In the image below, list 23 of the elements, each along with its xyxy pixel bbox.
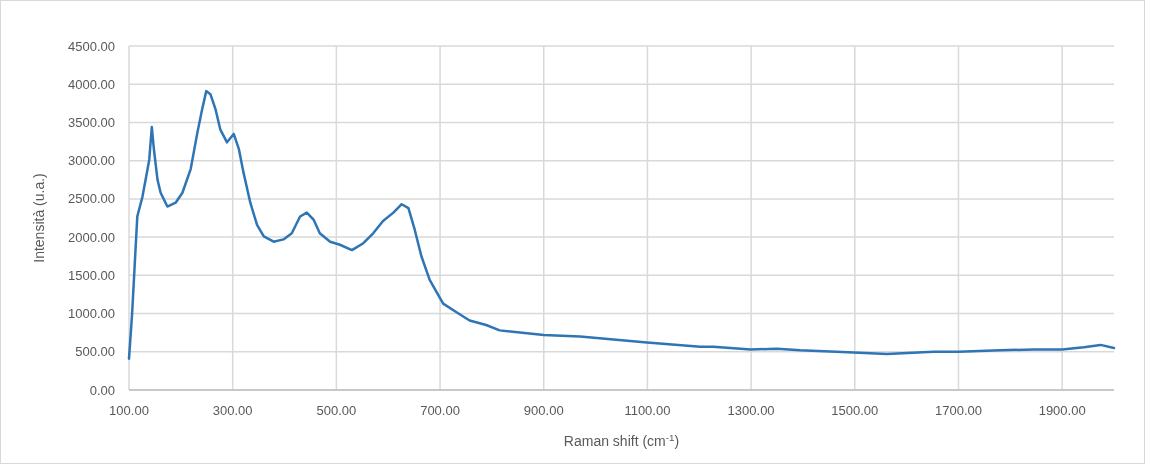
y-axis-title: Intensità (u.a.) xyxy=(31,173,47,263)
x-tick-label: 700.00 xyxy=(420,402,460,418)
x-tick-label: 1900.00 xyxy=(1038,402,1086,418)
y-tick-label: 500.00 xyxy=(75,344,115,360)
x-tick-label: 300.00 xyxy=(212,402,253,418)
y-tick-label: 0.00 xyxy=(89,382,115,398)
y-tick-label: 1000.00 xyxy=(68,306,115,322)
x-tick-label: 100.00 xyxy=(109,402,149,418)
x-tick-label: 1500.00 xyxy=(831,402,879,418)
x-tick-label: 900.00 xyxy=(523,402,564,418)
y-tick-label: 2500.00 xyxy=(68,191,115,207)
x-tick-label: 1100.00 xyxy=(624,402,671,418)
y-tick-label: 4500.00 xyxy=(68,38,115,54)
y-tick-label: 1500.00 xyxy=(68,267,115,283)
y-tick-label: 3000.00 xyxy=(68,153,115,169)
y-tick-label: 3500.00 xyxy=(68,114,115,130)
y-tick-label: 4000.00 xyxy=(68,76,115,92)
y-tick-label: 2000.00 xyxy=(68,229,115,245)
x-tick-label: 500.00 xyxy=(316,402,357,418)
x-tick-label: 1300.00 xyxy=(727,402,775,418)
x-tick-label: 1700.00 xyxy=(934,402,982,418)
x-axis-title: Raman shift (cm$^{-1}$) xyxy=(563,431,680,449)
line-series xyxy=(127,89,1116,360)
